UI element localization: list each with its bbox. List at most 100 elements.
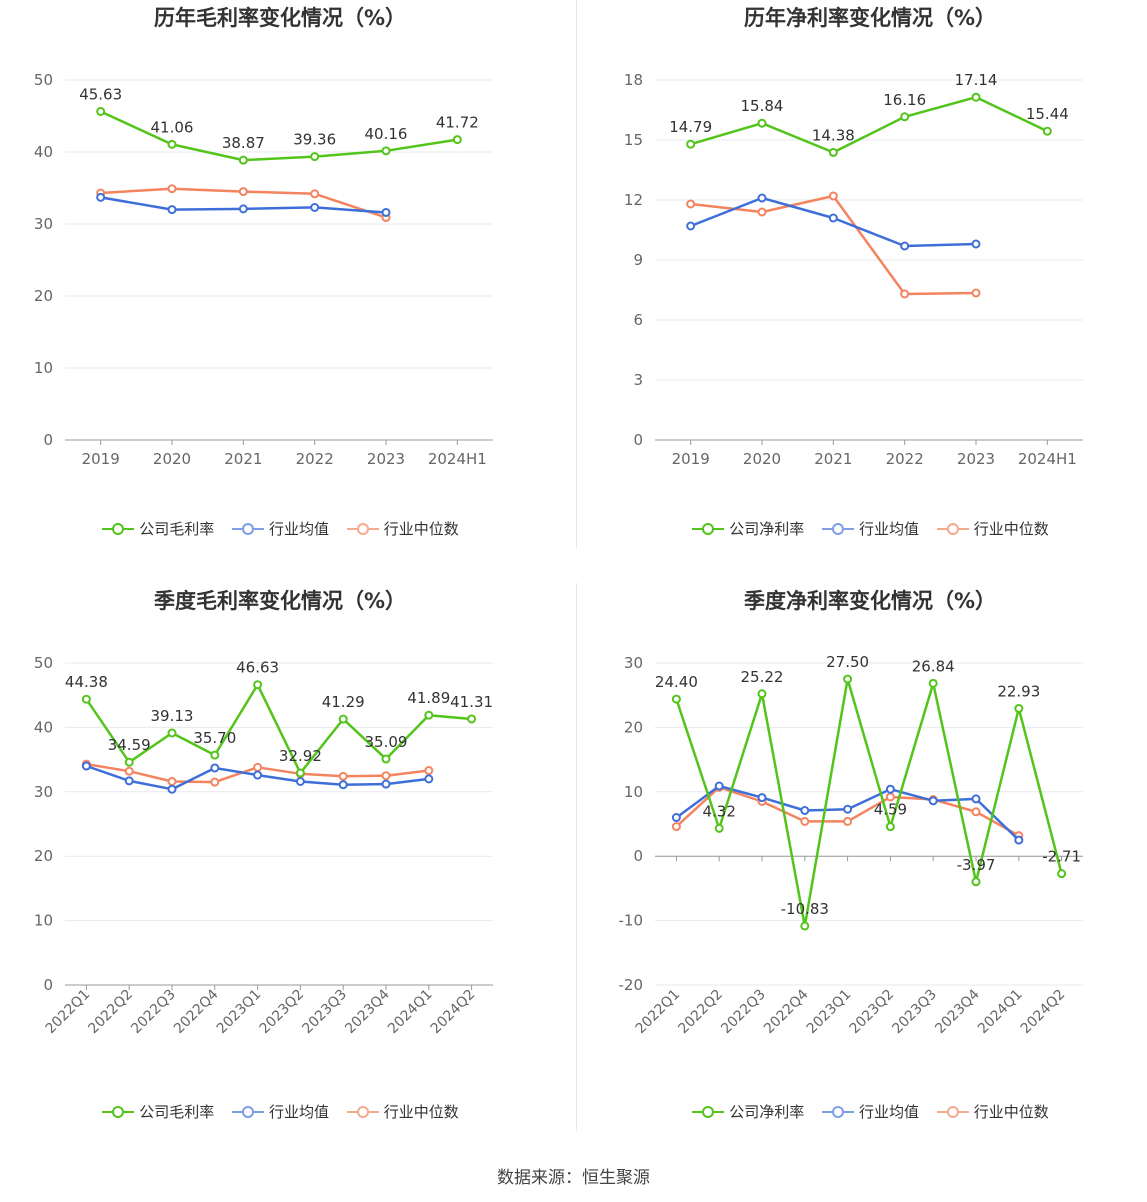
company-series-point: [757, 118, 767, 128]
company-series-point: [210, 750, 220, 760]
annual-net-margin-chart: 0 3 6 9 12 15 18 2019 2020 2021 2022 2023 2024H1 14.7…: [624, 71, 1083, 468]
company-series-point: [800, 921, 810, 931]
y-tick-label: 40: [34, 143, 53, 161]
legend-line-marker-icon: [102, 1105, 135, 1118]
quarterly-net-margin-panel: 季度净利率变化情况（%） -20 -10 0 10 20 30 2022Q1 2022Q2 20…: [590, 583, 1147, 1143]
chart-legend: 公司净利率 行业均值 行业中位数: [590, 518, 1147, 540]
legend-line-marker-icon: [692, 522, 725, 535]
legend-industry-avg[interactable]: 行业均值: [821, 518, 919, 539]
industry-avg-series-point: [757, 193, 767, 203]
industry-median-series-point: [338, 771, 348, 781]
data-label: 40.16: [365, 125, 408, 143]
chart-title: 季度净利率变化情况（%）: [743, 589, 997, 613]
legend-label: 公司毛利率: [139, 520, 215, 538]
data-label: 17.14: [955, 71, 998, 89]
company-series-point: [381, 146, 391, 156]
industry-avg-series-point: [81, 761, 91, 771]
industry-avg-series-point: [253, 770, 263, 780]
industry-avg-series-point: [800, 805, 810, 815]
x-tick-label: 2023: [957, 450, 995, 468]
legend-line-marker-icon: [346, 1105, 379, 1118]
data-label: 34.59: [108, 736, 151, 754]
data-label: 4.32: [702, 802, 735, 820]
industry-median-series-point: [210, 777, 220, 787]
x-tick-label: 2022Q2: [675, 987, 726, 1038]
y-tick-label: 50: [34, 654, 53, 672]
legend-company[interactable]: 公司毛利率: [101, 518, 214, 539]
y-tick-label: 0: [43, 976, 53, 994]
legend-industry-median[interactable]: 行业中位数: [346, 1101, 459, 1122]
x-tick-label: 2024Q2: [428, 987, 479, 1038]
legend-label: 行业中位数: [973, 520, 1049, 538]
x-tick-label: 2019: [82, 450, 120, 468]
legend-label: 行业均值: [858, 1103, 919, 1121]
x-tick-label: 2023Q1: [214, 987, 265, 1038]
industry-avg-series-point: [686, 221, 696, 231]
y-tick-label: 40: [34, 718, 53, 736]
industry-avg-series-point: [971, 239, 981, 249]
legend-industry-median[interactable]: 行业中位数: [936, 1101, 1049, 1122]
x-tick-label: 2023Q2: [847, 987, 898, 1038]
legend-industry-median[interactable]: 行业中位数: [346, 518, 459, 539]
chart-legend: 公司毛利率 行业均值 行业中位数: [0, 518, 560, 540]
legend-industry-median[interactable]: 行业中位数: [936, 518, 1049, 539]
industry-median-series-point: [381, 771, 391, 781]
y-tick-label: 6: [633, 311, 643, 329]
company-series-point: [167, 139, 177, 149]
industry-avg-series-point: [843, 804, 853, 814]
industry-avg-series-point: [96, 192, 106, 202]
legend-line-marker-icon: [692, 1105, 725, 1118]
legend-label: 公司毛利率: [139, 1103, 215, 1121]
x-tick-label: 2021: [814, 450, 852, 468]
legend-line-marker-icon: [346, 522, 379, 535]
industry-avg-series-point: [885, 784, 895, 794]
industry-median-series-point: [971, 288, 981, 298]
x-tick-label: 2022Q4: [761, 986, 812, 1037]
legend-industry-avg[interactable]: 行业均值: [231, 518, 329, 539]
industry-median-series-point: [671, 822, 681, 832]
y-tick-label: 20: [624, 718, 643, 736]
vertical-divider: [576, 0, 577, 548]
legend-label: 行业均值: [858, 520, 919, 538]
y-tick-label: 10: [34, 912, 53, 930]
industry-avg-series-point: [757, 793, 767, 803]
legend-company[interactable]: 公司毛利率: [101, 1101, 214, 1122]
quarterly-gross-margin-chart: 010203040502022Q12022Q22022Q32022Q42023Q…: [34, 654, 493, 1038]
company-series-point: [928, 678, 938, 688]
legend-company[interactable]: 公司净利率: [691, 518, 804, 539]
industry-median-series-point: [828, 191, 838, 201]
vertical-divider: [576, 583, 577, 1131]
company-series-point: [757, 689, 767, 699]
data-label: 41.29: [322, 693, 365, 711]
data-label: 4.59: [874, 801, 907, 819]
industry-median-series-point: [167, 776, 177, 786]
industry-median-series-point: [843, 816, 853, 826]
annual-net-margin-panel: 历年净利率变化情况（%） 0 3 6 9 12 15 18 2019 2020 2021 2022 2…: [590, 0, 1147, 560]
data-label: 38.87: [222, 134, 265, 152]
legend-industry-avg[interactable]: 行业均值: [821, 1101, 919, 1122]
company-series-point: [238, 155, 248, 165]
company-series-point: [971, 877, 981, 887]
chart-title: 历年毛利率变化情况（%）: [153, 6, 407, 30]
data-label: 41.72: [436, 114, 479, 132]
company-series-point: [253, 680, 263, 690]
x-tick-label: 2023Q1: [804, 987, 855, 1038]
annual-gross-margin-panel: 历年毛利率变化情况（%） 0 10 20 30 40 50 2019 2020 2021 2022…: [0, 0, 560, 560]
chart-title: 季度毛利率变化情况（%）: [153, 589, 407, 613]
industry-avg-series-point: [338, 780, 348, 790]
industry-median-series-point: [310, 189, 320, 199]
data-label: 26.84: [912, 657, 955, 675]
legend-label: 公司净利率: [729, 520, 805, 538]
industry-median-series-point: [424, 766, 434, 776]
legend-industry-avg[interactable]: 行业均值: [231, 1101, 329, 1122]
company-series-line: [100, 110, 458, 162]
data-label: 15.84: [741, 97, 784, 115]
y-tick-label: -20: [619, 976, 644, 994]
legend-company[interactable]: 公司净利率: [691, 1101, 804, 1122]
x-tick-label: 2024H1: [428, 450, 487, 468]
data-label: 41.06: [151, 118, 194, 136]
industry-avg-series-point: [671, 813, 681, 823]
y-tick-label: 9: [633, 251, 643, 269]
company-series-point: [671, 694, 681, 704]
y-tick-label: 10: [34, 359, 53, 377]
